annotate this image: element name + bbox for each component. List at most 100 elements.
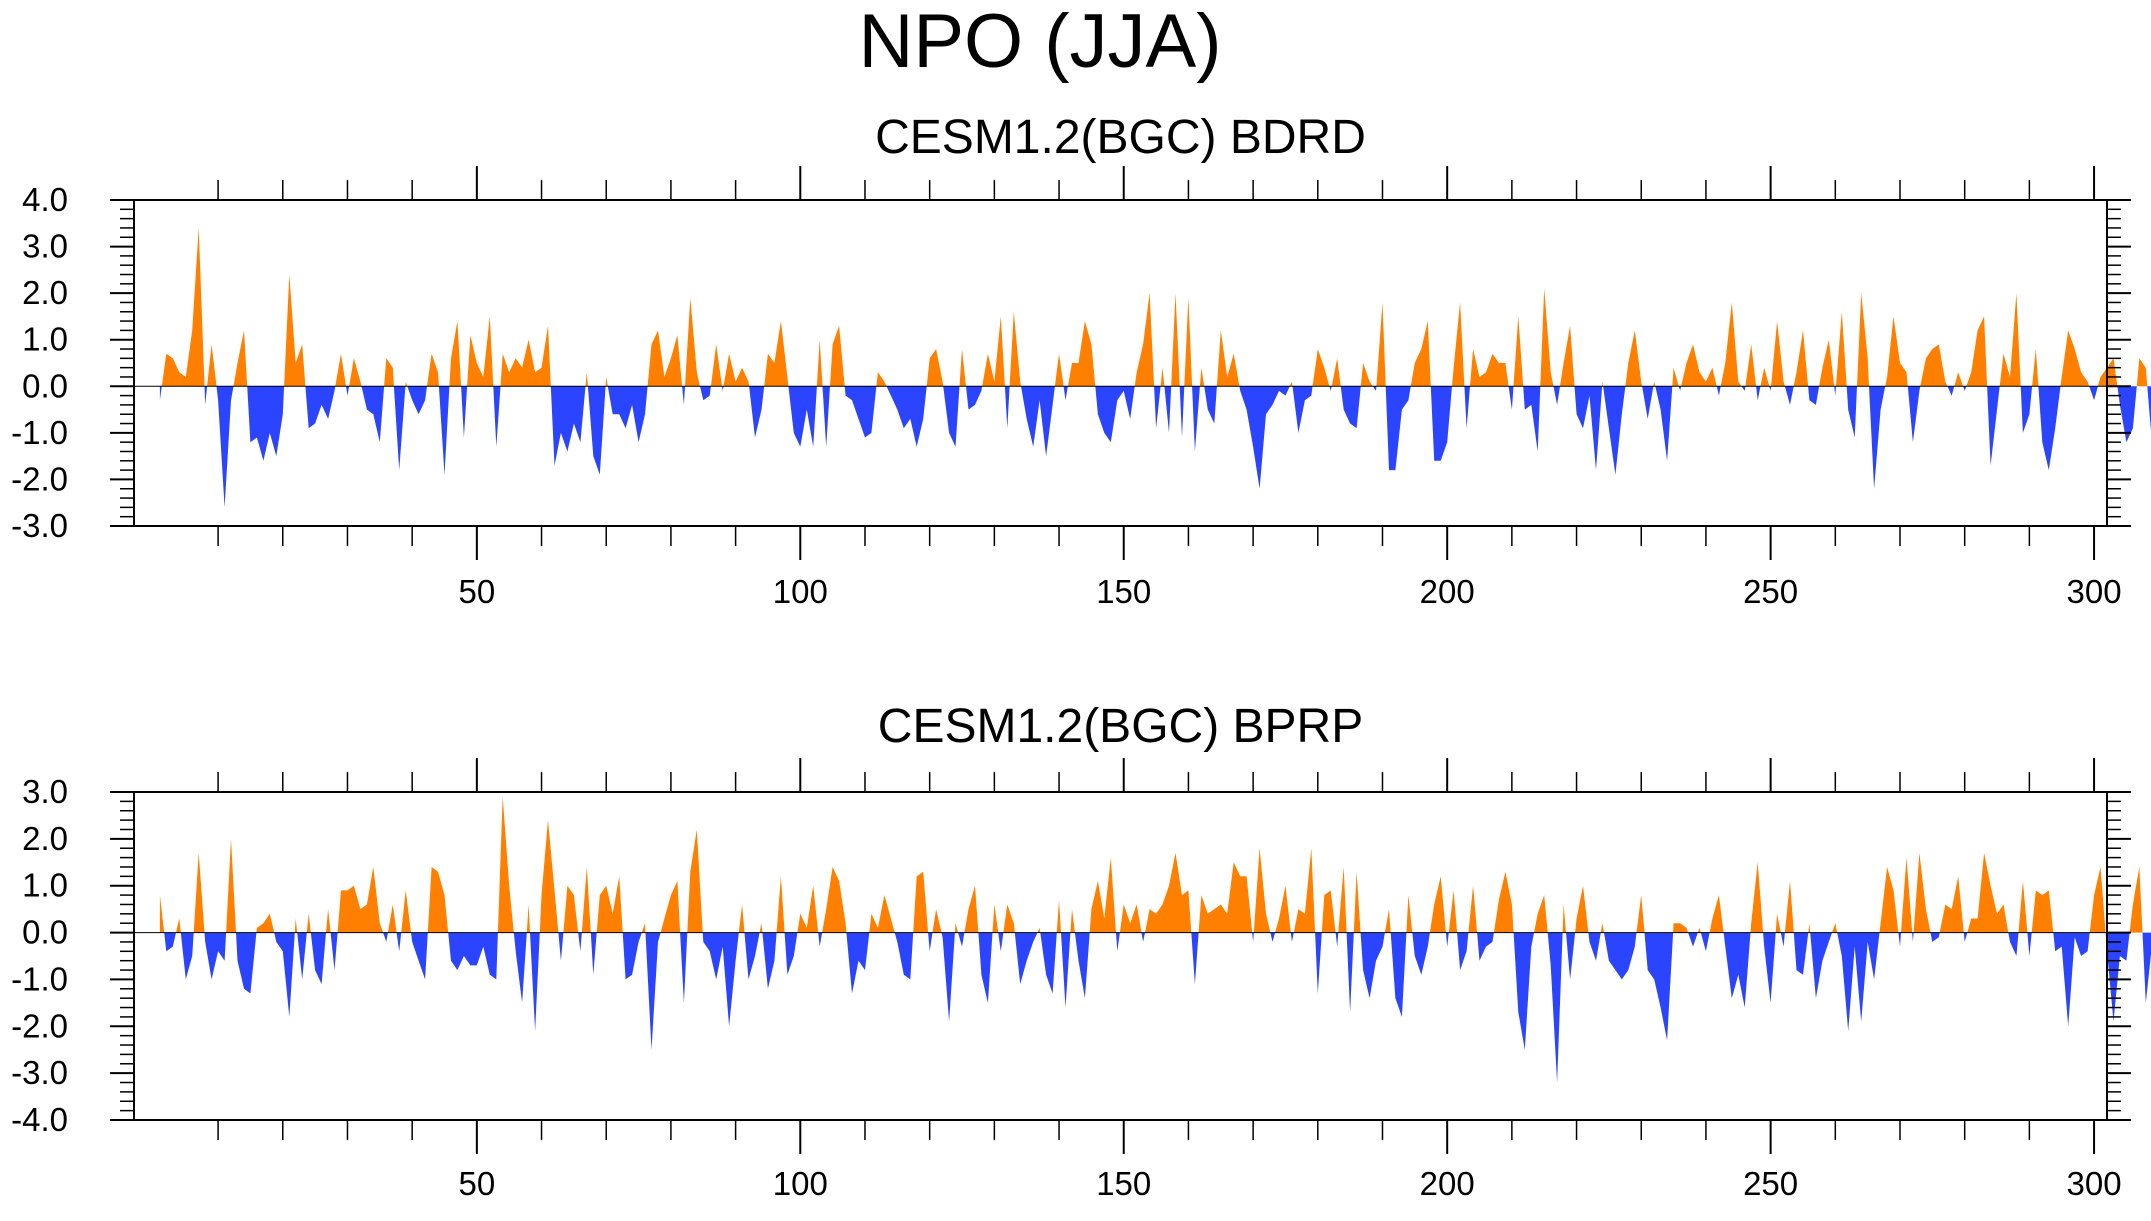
negative-area [578, 932, 582, 952]
negative-area [722, 386, 724, 391]
negative-area [1335, 932, 1339, 947]
x-tick-label: 300 [2067, 1165, 2122, 1202]
positive-area [1697, 927, 1701, 933]
plot-frame [133, 199, 2108, 527]
negative-area [846, 932, 870, 994]
positive-area [1184, 297, 1193, 387]
negative-area [1547, 932, 1563, 1083]
positive-area [641, 923, 646, 933]
negative-area [204, 932, 227, 980]
positive-area [685, 297, 700, 387]
positive-area [427, 867, 449, 933]
negative-area [1716, 386, 1721, 396]
positive-area [954, 923, 959, 933]
negative-area [1655, 386, 1673, 461]
negative-area [2147, 386, 2151, 432]
positive-area [1560, 325, 1575, 387]
negative-area [1477, 932, 1494, 961]
positive-area [1760, 367, 1770, 387]
y-tick-label: 0.0 [22, 914, 68, 951]
negative-area [1141, 932, 1145, 942]
negative-area [788, 386, 817, 447]
positive-area [387, 904, 397, 933]
positive-area [1216, 330, 1240, 387]
y-tick-label: 1.0 [22, 321, 68, 358]
y-tick-label: -1.0 [11, 414, 68, 451]
negative-area [1390, 932, 1407, 1017]
negative-area [966, 386, 983, 410]
positive-area [1275, 885, 1291, 933]
positive-area [384, 358, 394, 387]
positive-area [1999, 293, 2021, 387]
x-tick-label: 200 [1420, 573, 1475, 610]
x-tick-label: 100 [773, 573, 828, 610]
negative-area [1987, 386, 2000, 466]
positive-area [797, 885, 819, 933]
negative-area [1808, 386, 1820, 405]
x-tick-label: 150 [1096, 573, 1151, 610]
positive-area [449, 321, 462, 387]
positive-area [1056, 899, 1061, 933]
positive-area [1901, 857, 1913, 933]
x-tick-label: 200 [1420, 1165, 1475, 1202]
positive-area [1321, 890, 1336, 933]
negative-area [1642, 386, 1654, 419]
positive-area [605, 377, 608, 387]
negative-area [607, 386, 648, 443]
positive-area [1037, 927, 1041, 933]
negative-area [943, 386, 960, 447]
positive-area [1920, 344, 1948, 387]
panel-title: CESM1.2(BGC) BDRD [875, 111, 1366, 164]
positive-area [822, 867, 847, 933]
positive-area [876, 372, 887, 387]
positive-area [1745, 344, 1757, 387]
negative-area [558, 932, 564, 961]
positive-area [647, 330, 683, 387]
negative-area [1061, 932, 1071, 1008]
positive-area [256, 913, 275, 933]
negative-area [645, 932, 661, 1050]
positive-area [1534, 895, 1548, 933]
positive-area [1199, 367, 1205, 387]
negative-area [297, 932, 307, 980]
positive-area [161, 227, 205, 387]
positive-area [306, 913, 311, 933]
negative-area [1340, 386, 1361, 429]
positive-area [1879, 867, 1899, 933]
positive-area [193, 852, 205, 933]
positive-area [776, 876, 785, 933]
negative-area [330, 932, 338, 971]
negative-area [1346, 932, 1354, 1013]
negative-area [680, 932, 688, 1003]
positive-area [1784, 881, 1794, 933]
positive-area [2136, 358, 2148, 387]
negative-area [1574, 386, 1603, 471]
positive-area [1448, 890, 1458, 933]
negative-area [749, 386, 765, 438]
positive-area [226, 838, 236, 933]
negative-area [493, 386, 501, 447]
positive-area [816, 339, 823, 387]
positive-area [1360, 363, 1373, 387]
negative-area [247, 386, 285, 461]
negative-area [1385, 386, 1411, 471]
negative-area [1074, 932, 1090, 999]
positive-area [738, 904, 745, 933]
y-tick-label: -3.0 [11, 507, 68, 544]
panel-bprp: CESM1.2(BGC) BPRP -4.0 -3.0 -2.0 -1.0 0.0 1.0 2… [11, 700, 2151, 1202]
negative-area [1179, 386, 1185, 438]
negative-area [1947, 386, 1955, 396]
negative-area [590, 932, 597, 975]
positive-area [159, 895, 165, 933]
positive-area [1067, 321, 1096, 387]
plot-frame [133, 791, 2108, 1121]
positive-area [959, 349, 966, 387]
negative-area [1869, 386, 1886, 489]
positive-area [526, 904, 530, 933]
negative-area [784, 932, 798, 975]
negative-area [818, 932, 823, 947]
positive-area [326, 909, 331, 933]
positive-area [581, 867, 591, 933]
negative-area [2020, 386, 2033, 433]
